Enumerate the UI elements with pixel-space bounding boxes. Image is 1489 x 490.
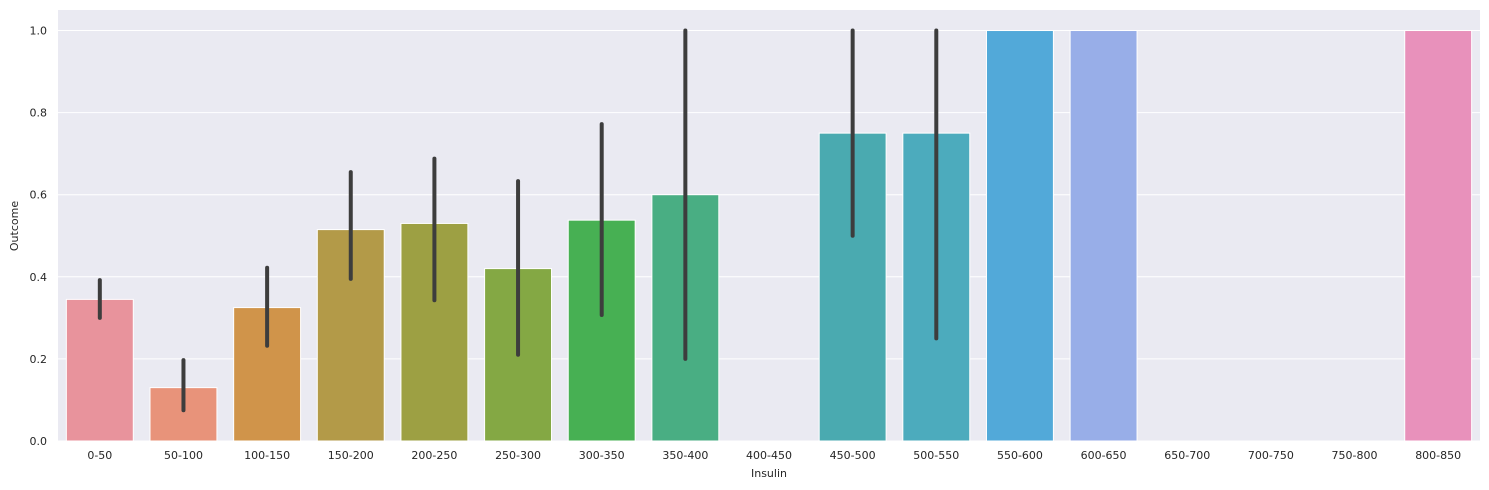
bar-550-600 [985,30,1054,442]
x-tick-label: 800-850 [1415,449,1461,462]
x-tick-label: 400-450 [746,449,792,462]
x-tick-label: 200-250 [411,449,457,462]
bar-0-50 [65,298,134,442]
y-tick-labels: 0.0 0.2 0.4 0.6 0.8 1.0 [30,25,48,448]
x-tick-label: 700-750 [1248,449,1294,462]
y-tick-label: 1.0 [30,25,48,38]
x-tick-label: 50-100 [164,449,203,462]
error-bars [97,28,939,413]
bar-600-650 [1069,30,1138,442]
x-tick-label: 100-150 [244,449,290,462]
x-tick-label: 650-700 [1164,449,1210,462]
x-tick-label: 550-600 [997,449,1043,462]
y-tick-label: 0.8 [30,107,48,120]
x-tick-label: 450-500 [830,449,876,462]
y-tick-label: 0.0 [30,435,48,448]
x-tick-label: 150-200 [328,449,374,462]
x-tick-label: 500-550 [913,449,959,462]
y-tick-label: 0.4 [30,271,48,284]
x-tick-label: 300-350 [579,449,625,462]
x-axis-label: Insulin [751,467,787,480]
x-tick-label: 350-400 [662,449,708,462]
x-tick-label: 600-650 [1081,449,1127,462]
bar-800-850 [1404,30,1473,442]
y-tick-label: 0.6 [30,189,48,202]
x-tick-label: 0-50 [87,449,112,462]
y-axis-label: Outcome [8,201,21,251]
x-tick-label: 250-300 [495,449,541,462]
y-tick-label: 0.2 [30,353,48,366]
x-tick-label: 750-800 [1332,449,1378,462]
x-tick-labels: 0-50 50-100 100-150 150-200 200-250 250-300 30… [87,449,1461,462]
